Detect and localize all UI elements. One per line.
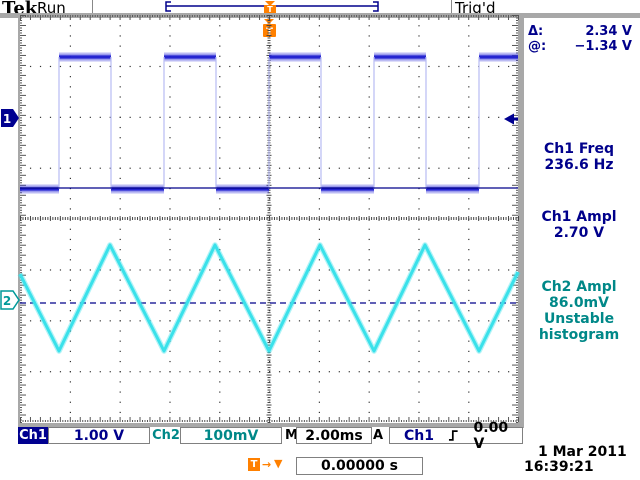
ch2-ground-marker: 2 (0, 290, 20, 310)
rising-edge-icon (448, 430, 458, 441)
plot-left-border (18, 13, 20, 428)
svg-text:2: 2 (3, 294, 11, 308)
plot-top-border (0, 13, 640, 18)
timebase-readout: 2.00ms (296, 427, 372, 444)
measurement-warning: histogram (538, 327, 620, 343)
measurement-value: 86.0mV (549, 295, 609, 311)
trigger-level-arrow-icon (504, 113, 518, 125)
svg-text:T: T (266, 27, 273, 38)
measurement-ch2-ampl: Ch2 Ampl 86.0mV Unstable histogram (524, 279, 634, 343)
cursor-at-value: −1.34 V (574, 39, 632, 54)
ch1-channel-badge: Ch1 (18, 427, 48, 444)
topbar-separator (92, 0, 93, 13)
waveforms (17, 52, 521, 354)
timebase-label: M (285, 428, 298, 443)
cursor-delta-readout: Δ: 2.34 V (528, 24, 632, 39)
measurement-label: Ch1 Ampl (541, 209, 617, 225)
trigger-source: Ch1 (404, 427, 434, 444)
trigger-position-marker-icon: T (263, 19, 276, 38)
measurement-warning: Unstable (543, 311, 615, 327)
cursor-at-label: @: (528, 39, 547, 54)
cursor-at-readout: @: −1.34 V (528, 39, 632, 54)
measurement-value: 2.70 V (553, 225, 605, 241)
trigger-status: Trig'd (455, 0, 496, 17)
triangle-down-icon: ▼ (274, 457, 283, 470)
ch2-scale-readout: 100mV (180, 427, 282, 444)
ch1-scale-readout: 1.00 V (48, 427, 150, 444)
measurement-ch1-freq: Ch1 Freq 236.6 Hz (524, 141, 634, 173)
date-display: 1 Mar 2011 (538, 444, 627, 460)
graticule (20, 15, 519, 423)
measurement-label: Ch2 Ampl (541, 279, 617, 295)
cursor-delta-value: 2.34 V (585, 24, 632, 39)
trigger-readout: Ch1 0.00 V (389, 420, 523, 452)
trigger-level: 0.00 V (473, 419, 509, 452)
ch2-channel-label: Ch2 (152, 428, 180, 443)
plot-bottom-border (18, 423, 524, 427)
acquisition-state: Run (37, 0, 66, 17)
trigger-position-badge: T (248, 458, 260, 471)
cursor-delta-label: Δ: (528, 24, 544, 39)
topbar-separator (451, 0, 452, 13)
svg-text:1: 1 (3, 112, 11, 126)
time-display: 16:39:21 (524, 459, 594, 475)
trigger-position-readout: 0.00000 s (296, 457, 423, 475)
arrow-right-icon: → (262, 458, 272, 471)
ch1-ground-marker: 1 (1, 109, 19, 127)
trigger-system-label: A (373, 428, 384, 443)
measurement-label: Ch1 Freq (544, 141, 614, 157)
measurement-ch1-ampl: Ch1 Ampl 2.70 V (524, 209, 634, 241)
measurement-value: 236.6 Hz (544, 157, 614, 173)
record-view (165, 1, 379, 12)
plot-right-border (518, 13, 524, 428)
